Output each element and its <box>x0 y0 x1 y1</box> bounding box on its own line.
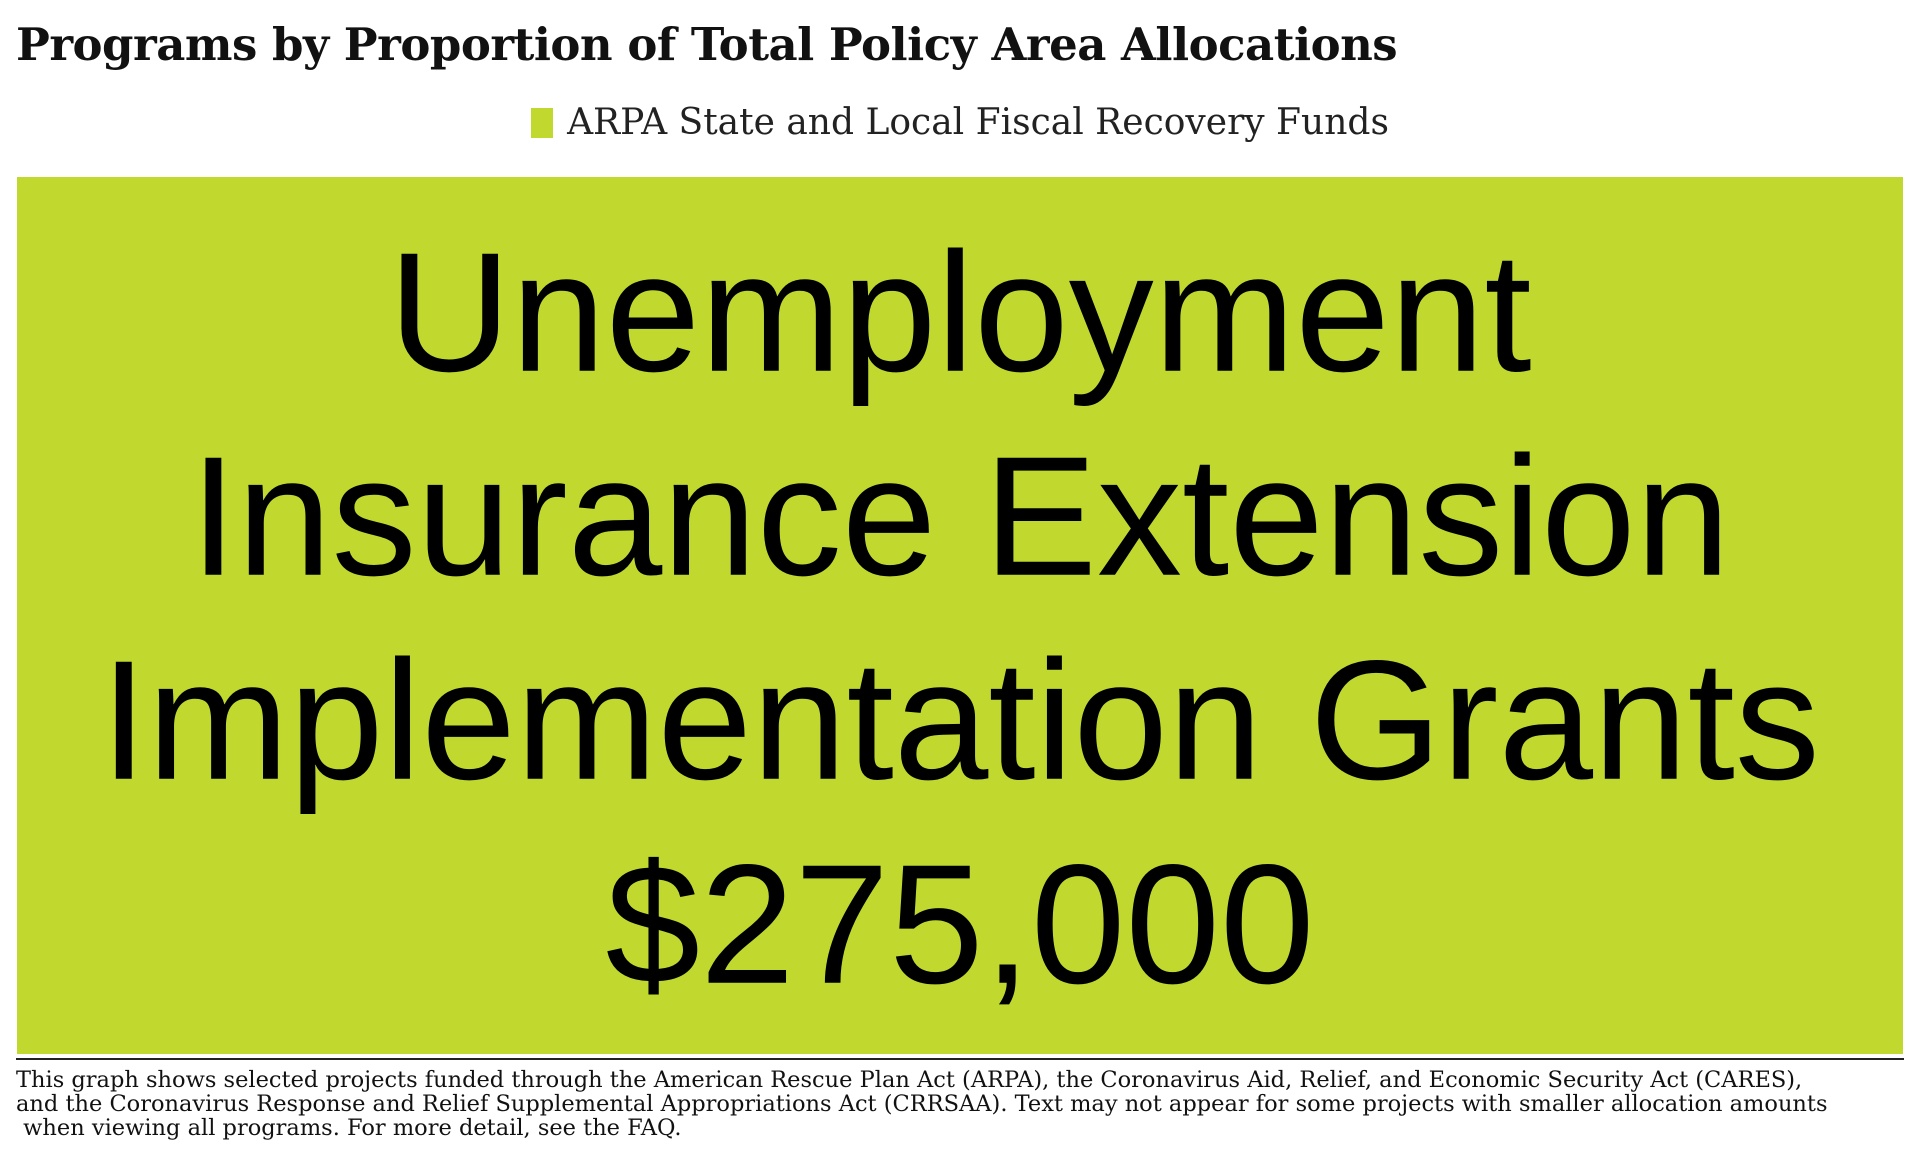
tile-value-label: $275,000 <box>605 830 1314 1020</box>
footnote-line: This graph shows selected projects funde… <box>16 1067 1803 1093</box>
legend-item-arpa[interactable]: ARPA State and Local Fiscal Recovery Fun… <box>531 102 1389 143</box>
legend-label: ARPA State and Local Fiscal Recovery Fun… <box>567 102 1389 143</box>
tile-name-label: Implementation Grants <box>100 626 1820 816</box>
footnote-divider <box>16 1058 1904 1060</box>
legend: ARPA State and Local Fiscal Recovery Fun… <box>0 102 1920 143</box>
chart-title: Programs by Proportion of Total Policy A… <box>16 18 1398 71</box>
treemap-tile[interactable] <box>17 177 1903 1054</box>
footnote-line: and the Coronavirus Response and Relief … <box>16 1091 1828 1117</box>
footnote-line: when viewing all programs. For more deta… <box>16 1115 682 1141</box>
legend-swatch <box>531 107 554 138</box>
tile-name-label: Unemployment <box>388 218 1531 408</box>
tile-name-label: Insurance Extension <box>190 422 1730 612</box>
footnote: This graph shows selected projects funde… <box>16 1068 1896 1140</box>
